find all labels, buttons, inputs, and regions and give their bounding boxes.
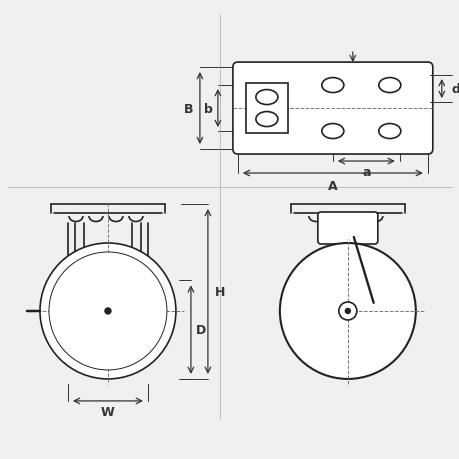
Circle shape [338,302,356,320]
Text: A: A [327,179,337,192]
Circle shape [279,243,415,379]
Ellipse shape [378,78,400,93]
Circle shape [345,309,350,314]
Ellipse shape [378,124,400,139]
Bar [246,84,287,134]
Ellipse shape [255,90,277,105]
Circle shape [105,308,111,314]
Ellipse shape [255,112,277,127]
Text: d: d [450,83,459,96]
Text: B: B [184,102,193,115]
Text: W: W [101,406,115,419]
FancyBboxPatch shape [232,63,432,155]
Text: H: H [214,285,224,298]
Text: a: a [361,165,370,178]
Text: b: b [204,102,213,115]
FancyBboxPatch shape [317,213,377,245]
Ellipse shape [321,78,343,93]
Text: D: D [196,324,206,336]
Ellipse shape [321,124,343,139]
Circle shape [49,252,167,370]
Circle shape [40,243,175,379]
